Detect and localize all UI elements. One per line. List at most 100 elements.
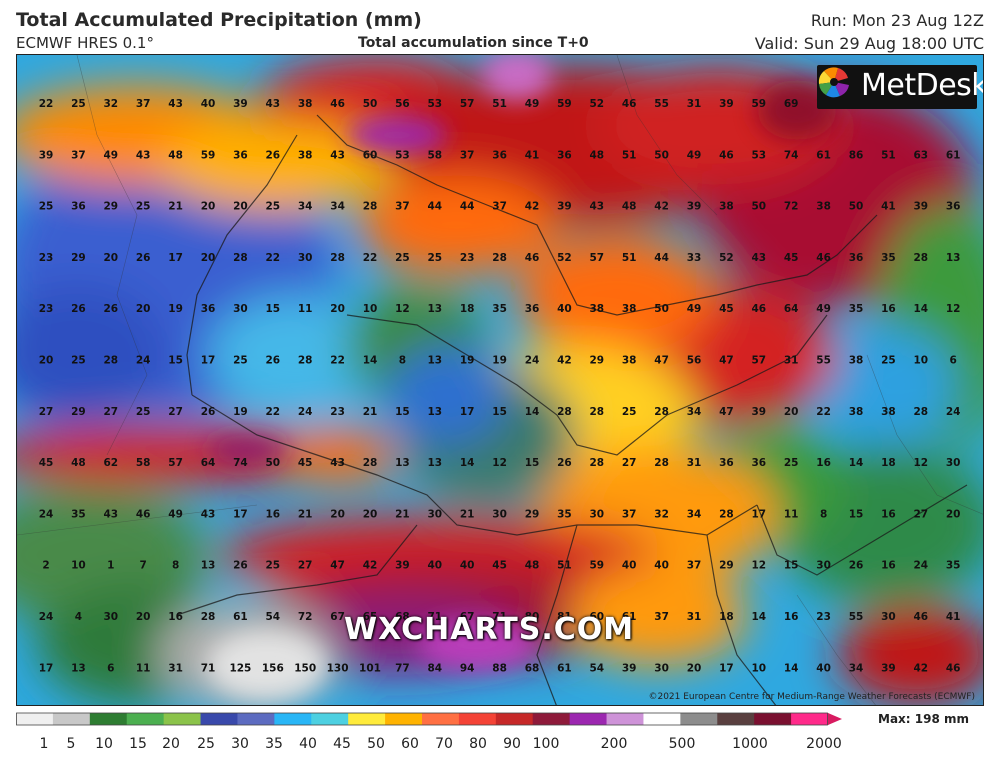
precip-value: 20 <box>363 508 378 520</box>
precipitation-map: 22 25 32 37 43 40 39 43 38 46 50 56 53 57 51 49 59 52 46 55… <box>16 54 984 706</box>
colorbar-tick-label: 200 <box>600 736 628 752</box>
precip-value: 72 <box>298 611 313 623</box>
precip-value: 44 <box>460 201 475 213</box>
precip-value: 35 <box>946 560 961 572</box>
precip-value: 37 <box>136 98 151 110</box>
model-label: ECMWF HRES 0.1° <box>16 34 154 52</box>
precip-value: 6 <box>107 662 114 674</box>
colorbar-segment <box>532 713 571 725</box>
precip-value: 49 <box>525 98 540 110</box>
precip-value: 47 <box>719 355 734 367</box>
precip-value: 35 <box>849 303 864 315</box>
precip-value: 31 <box>784 355 799 367</box>
precip-value: 28 <box>913 406 928 418</box>
precip-value: 15 <box>395 406 410 418</box>
precip-value: 28 <box>492 252 507 264</box>
precip-value: 36 <box>233 149 248 161</box>
precip-value: 23 <box>39 252 54 264</box>
precip-value: 16 <box>881 508 896 520</box>
colorbar-tick-label: 100 <box>532 736 560 752</box>
precip-value: 25 <box>136 201 151 213</box>
precip-value: 68 <box>525 662 540 674</box>
colorbar-segment <box>274 713 312 725</box>
precip-value: 61 <box>816 149 831 161</box>
precip-value: 67 <box>460 611 475 623</box>
precip-value: 71 <box>201 662 216 674</box>
precip-value: 63 <box>913 149 928 161</box>
precip-value: 46 <box>622 98 637 110</box>
precip-value: 37 <box>395 201 410 213</box>
precip-value: 25 <box>427 252 442 264</box>
precip-value: 29 <box>71 406 86 418</box>
precip-value: 18 <box>881 457 896 469</box>
precip-value: 61 <box>946 149 961 161</box>
precip-value: 56 <box>687 355 702 367</box>
precip-value: 8 <box>820 508 827 520</box>
precip-value: 61 <box>622 611 637 623</box>
precip-value: 30 <box>492 508 507 520</box>
precip-value: 22 <box>265 252 280 264</box>
precip-value: 59 <box>557 98 572 110</box>
precip-value: 44 <box>654 252 669 264</box>
precip-value: 13 <box>201 560 216 572</box>
precip-value: 20 <box>201 201 216 213</box>
colorbar-tick-label: 500 <box>668 736 696 752</box>
precip-value: 39 <box>395 560 410 572</box>
precip-value: 23 <box>460 252 475 264</box>
precip-value: 26 <box>71 303 86 315</box>
precip-value: 38 <box>849 355 864 367</box>
precip-value: 38 <box>719 201 734 213</box>
precip-value: 49 <box>168 508 183 520</box>
colorbar-tick-label: 30 <box>231 736 249 752</box>
precip-value: 48 <box>525 560 540 572</box>
precip-value: 28 <box>654 406 669 418</box>
precip-value: 15 <box>784 560 799 572</box>
precip-value: 25 <box>71 98 86 110</box>
precip-value: 39 <box>751 406 766 418</box>
precip-value: 26 <box>201 406 216 418</box>
precip-value: 49 <box>816 303 831 315</box>
precip-value: 43 <box>168 98 183 110</box>
precip-value: 15 <box>168 355 183 367</box>
precip-value: 20 <box>39 355 54 367</box>
precip-value: 19 <box>233 406 248 418</box>
wxcharts-watermark: WXCHARTS.COM <box>344 612 635 647</box>
precip-value: 12 <box>492 457 507 469</box>
precip-value: 53 <box>427 98 442 110</box>
precip-value: 51 <box>622 149 637 161</box>
precip-value: 45 <box>784 252 799 264</box>
precip-value: 125 <box>229 662 251 674</box>
precip-value: 44 <box>427 201 442 213</box>
colorbar-tick-label: 35 <box>265 736 283 752</box>
metdesk-logo-text: MetDesk <box>861 68 984 103</box>
precip-value: 36 <box>525 303 540 315</box>
precip-value: 57 <box>168 457 183 469</box>
precip-value: 16 <box>881 303 896 315</box>
precip-value: 67 <box>330 611 345 623</box>
precip-value: 13 <box>427 355 442 367</box>
precip-value: 51 <box>622 252 637 264</box>
precip-value: 13 <box>427 406 442 418</box>
precip-value: 50 <box>654 149 669 161</box>
precip-value: 22 <box>816 406 831 418</box>
precip-value: 28 <box>330 252 345 264</box>
precip-value: 42 <box>654 201 669 213</box>
precip-value: 38 <box>816 201 831 213</box>
precip-value: 31 <box>687 611 702 623</box>
colorbar-segment <box>422 713 460 725</box>
colorbar-tick-label: 25 <box>197 736 215 752</box>
precip-value: 25 <box>265 201 280 213</box>
precip-value: 32 <box>103 98 118 110</box>
precip-value: 50 <box>849 201 864 213</box>
colorbar-segment <box>311 713 349 725</box>
run-label: Run: Mon 23 Aug 12Z <box>810 11 984 30</box>
precip-value: 36 <box>71 201 86 213</box>
precip-value: 38 <box>589 303 604 315</box>
precip-value: 71 <box>492 611 507 623</box>
precip-value: 22 <box>363 252 378 264</box>
precip-value: 16 <box>784 611 799 623</box>
precip-value: 61 <box>233 611 248 623</box>
precip-value: 57 <box>589 252 604 264</box>
precip-value: 25 <box>395 252 410 264</box>
precip-value: 77 <box>395 662 410 674</box>
